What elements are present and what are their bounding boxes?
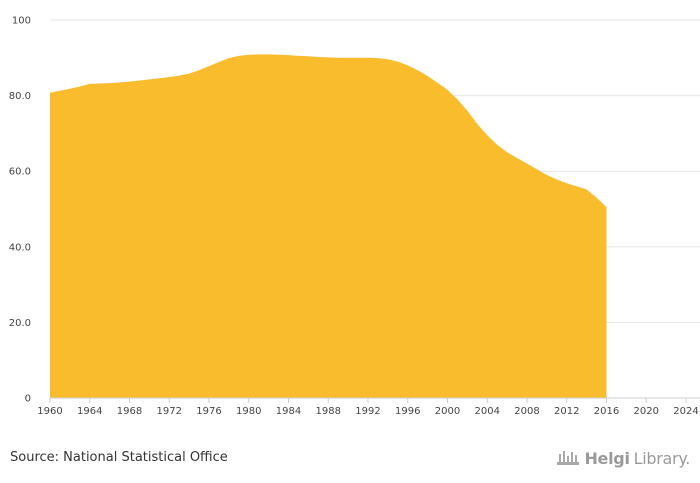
x-tick-label: 2016 — [594, 406, 619, 417]
x-tick-label: 1984 — [276, 406, 301, 417]
y-tick-label: 40.0 — [9, 242, 31, 253]
x-tick-label: 2020 — [634, 406, 659, 417]
area-series-value — [50, 54, 607, 399]
source-note: Source: National Statistical Office — [10, 450, 228, 465]
x-tick-label: 2008 — [514, 406, 539, 417]
y-tick-label: 60.0 — [9, 167, 31, 178]
x-tick-label: 1968 — [117, 406, 142, 417]
brand-name-rest: Library. — [633, 448, 691, 468]
y-tick-label: 0 — [25, 394, 31, 405]
brand-name-bold: Helgi — [584, 448, 630, 468]
x-tick-label: 2024 — [673, 406, 698, 417]
chart-area: 0 20.0 40.0 60.0 80.0 100 1960 1964 1968 1972 1976… — [9, 16, 700, 417]
area-chart: 0 20.0 40.0 60.0 80.0 100 1960 1964 1968 1972 1976… — [9, 16, 700, 417]
helgi-library-icon — [557, 451, 580, 465]
x-tick-label: 1996 — [395, 406, 420, 417]
x-tick-label: 2000 — [435, 406, 460, 417]
x-tick-label: 1972 — [157, 406, 182, 417]
x-tick-label: 1992 — [355, 406, 380, 417]
brand-logo[interactable]: Helgi Library. — [556, 448, 690, 468]
y-tick-label: 20.0 — [9, 318, 31, 329]
y-tick-label: 80.0 — [9, 91, 31, 102]
y-tick-label: 100 — [12, 16, 31, 27]
x-tick-label: 2004 — [475, 406, 500, 417]
x-tick-label: 1988 — [316, 406, 341, 417]
x-tick-label: 1964 — [77, 406, 102, 417]
x-tick-label: 2012 — [554, 406, 579, 417]
x-tick-label: 1980 — [236, 406, 261, 417]
x-tick-label: 1960 — [37, 406, 62, 417]
x-tick-label: 1976 — [196, 406, 221, 417]
